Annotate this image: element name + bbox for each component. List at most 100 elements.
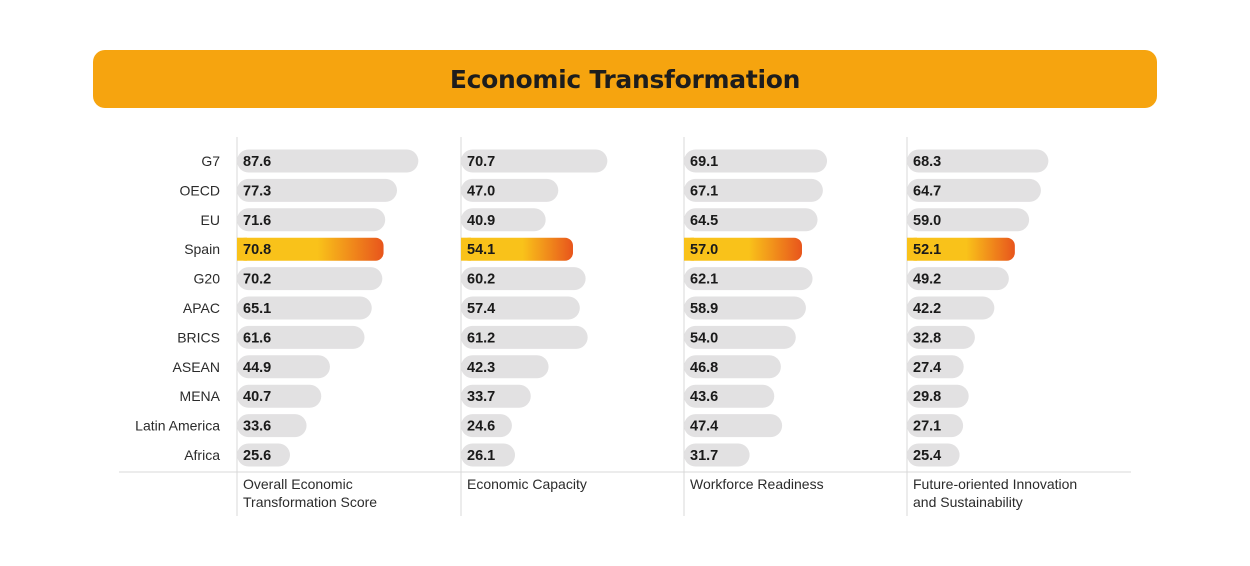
value-label: 62.1 — [690, 272, 718, 288]
value-label: 49.2 — [913, 272, 941, 288]
value-label: 60.2 — [467, 272, 495, 288]
series-label: Workforce Readiness — [690, 476, 824, 492]
bar — [461, 414, 512, 438]
bar — [237, 296, 372, 320]
bar — [907, 384, 969, 408]
bar — [684, 267, 813, 291]
bar — [237, 149, 419, 173]
value-label: 33.6 — [243, 419, 271, 435]
value-label: 40.9 — [467, 213, 495, 229]
bar — [684, 355, 781, 379]
value-label: 33.7 — [467, 389, 495, 405]
bar — [684, 325, 796, 349]
series-label: Future-oriented Innovation — [913, 476, 1077, 492]
value-label: 40.7 — [243, 389, 271, 405]
bar — [684, 443, 750, 467]
bar — [907, 149, 1049, 173]
bar — [684, 384, 775, 408]
value-label: 68.3 — [913, 154, 941, 170]
value-label: 27.4 — [913, 360, 941, 376]
value-label: 47.4 — [690, 419, 718, 435]
category-label: MENA — [180, 388, 221, 404]
bar — [907, 208, 1030, 232]
value-label: 59.0 — [913, 213, 941, 229]
value-label: 43.6 — [690, 389, 718, 405]
bar — [461, 325, 588, 349]
bar — [684, 178, 823, 202]
bar — [237, 355, 330, 379]
category-label: OECD — [180, 182, 220, 198]
bar — [907, 325, 975, 349]
bar — [461, 149, 608, 173]
bar — [461, 208, 546, 232]
value-label: 70.2 — [243, 272, 271, 288]
value-label: 42.3 — [467, 360, 495, 376]
bar — [237, 414, 307, 438]
bar — [237, 208, 386, 232]
value-label: 64.5 — [690, 213, 718, 229]
value-label: 31.7 — [690, 448, 718, 464]
bar — [907, 296, 995, 320]
series-label: Transformation Score — [243, 494, 377, 510]
value-label: 57.4 — [467, 301, 495, 317]
bar — [237, 325, 365, 349]
value-label: 70.7 — [467, 154, 495, 170]
series-label: and Sustainability — [913, 494, 1023, 510]
bar-highlight-cap — [461, 237, 471, 261]
value-label: 61.6 — [243, 330, 271, 346]
bar — [907, 443, 960, 467]
bar-highlight — [684, 237, 802, 261]
bar — [907, 355, 964, 379]
bar — [684, 296, 806, 320]
title-banner: Economic Transformation — [93, 50, 1157, 108]
value-label: 58.9 — [690, 301, 718, 317]
value-label: 61.2 — [467, 330, 495, 346]
value-label: 46.8 — [690, 360, 718, 376]
category-label: G7 — [201, 153, 220, 169]
category-label: BRICS — [177, 329, 220, 345]
value-label: 64.7 — [913, 183, 941, 199]
category-label: G20 — [194, 271, 221, 287]
series-label: Economic Capacity — [467, 476, 587, 492]
bar — [461, 296, 580, 320]
value-label: 54.1 — [467, 242, 495, 258]
bar-highlight — [461, 237, 573, 261]
value-label: 70.8 — [243, 242, 271, 258]
category-label: Africa — [184, 447, 220, 463]
value-label: 87.6 — [243, 154, 271, 170]
value-label: 24.6 — [467, 419, 495, 435]
series-label: Overall Economic — [243, 476, 353, 492]
bar — [461, 178, 559, 202]
bar — [237, 384, 322, 408]
bar — [237, 443, 290, 467]
bar-highlight-cap — [907, 237, 917, 261]
bar — [461, 267, 586, 291]
value-label: 52.1 — [913, 242, 941, 258]
bar — [684, 208, 818, 232]
bar — [907, 414, 964, 438]
bar — [461, 384, 531, 408]
bar — [684, 149, 828, 173]
value-label: 42.2 — [913, 301, 941, 317]
bar-highlight-cap — [684, 237, 694, 261]
value-label: 67.1 — [690, 183, 718, 199]
bar-highlight-cap — [237, 237, 247, 261]
bar — [461, 355, 549, 379]
bar — [237, 178, 398, 202]
value-label: 65.1 — [243, 301, 271, 317]
value-label: 27.1 — [913, 419, 941, 435]
value-label: 26.1 — [467, 448, 495, 464]
category-label: ASEAN — [173, 359, 220, 375]
value-label: 44.9 — [243, 360, 271, 376]
value-label: 54.0 — [690, 330, 718, 346]
value-label: 25.6 — [243, 448, 271, 464]
value-label: 57.0 — [690, 242, 718, 258]
value-label: 77.3 — [243, 183, 271, 199]
bar — [907, 267, 1009, 291]
bar — [461, 443, 516, 467]
bar-highlight — [907, 237, 1015, 261]
chart-title: Economic Transformation — [449, 64, 801, 94]
bar — [907, 178, 1041, 202]
value-label: 32.8 — [913, 330, 941, 346]
bar — [237, 267, 383, 291]
